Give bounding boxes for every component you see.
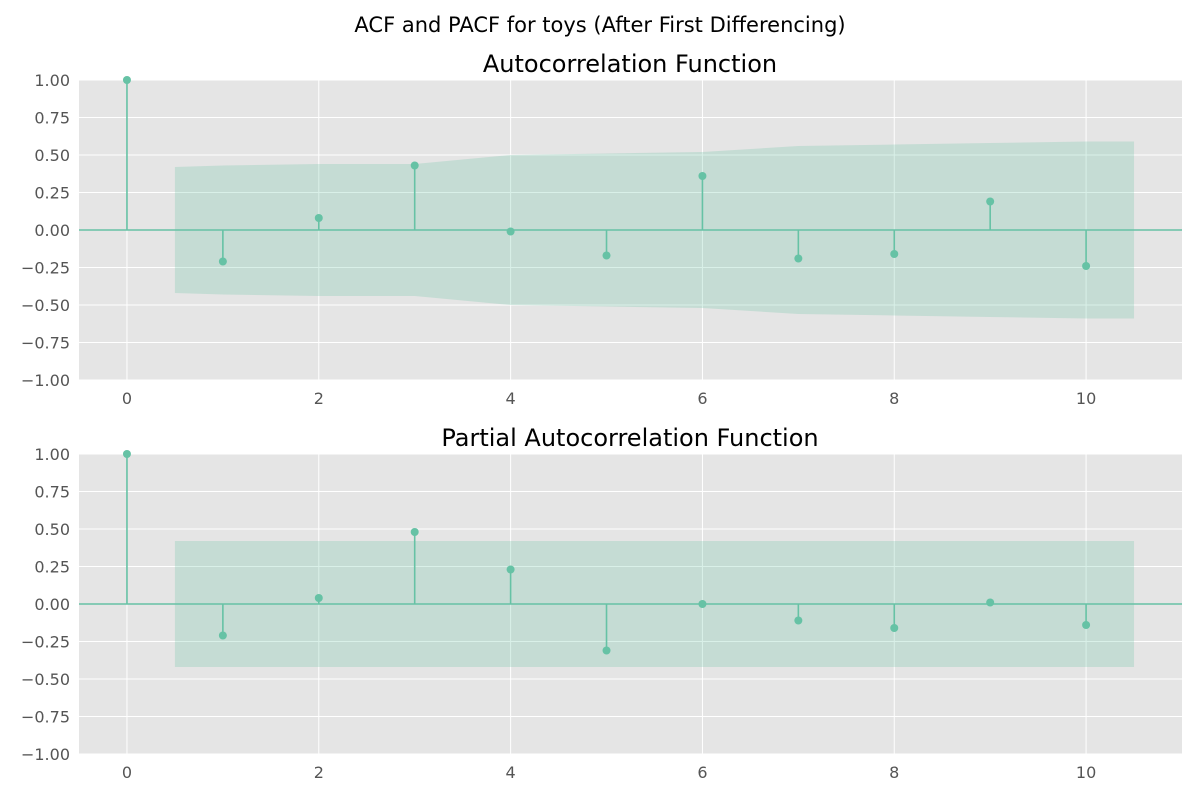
acf-x-tick-label: 6 [697,389,707,408]
pacf-point-lag-2 [314,594,323,602]
pacf-x-tick-label: 8 [889,763,899,782]
pacf-title: Partial Autocorrelation Function [441,424,818,452]
acf-y-tick-label: 0.00 [34,221,70,240]
acf-point-lag-0 [122,76,131,84]
pacf-point-lag-1 [218,631,227,640]
acf-y-tick-label: 1.00 [34,71,70,90]
pacf-x-tick-label: 10 [1076,763,1096,782]
acf-y-tick-label: 0.50 [34,146,70,165]
pacf-x-tick-label: 6 [697,763,707,782]
pacf-y-tick-label: −1.00 [21,745,70,764]
pacf-point-lag-6 [698,600,707,608]
pacf-point-lag-3 [410,528,419,536]
acf-y-tick-label: 0.75 [34,109,70,128]
pacf-y-tick-label: −0.25 [21,633,70,652]
pacf-y-tick-label: −0.75 [21,708,70,727]
acf-x-tick-label: 2 [314,389,324,408]
acf-point-lag-2 [314,214,323,222]
pacf-y-tick-label: 0.25 [34,558,70,577]
pacf-point-lag-4 [506,565,515,574]
figure-title: ACF and PACF for toys (After First Diffe… [354,13,845,37]
acf-y-tick-label: −1.00 [21,371,70,390]
acf-y-tick-label: −0.75 [21,334,70,353]
acf-x-tick-label: 10 [1076,389,1096,408]
pacf-point-lag-7 [794,616,803,625]
pacf-point-lag-5 [602,646,611,655]
pacf-point-lag-0 [122,450,131,458]
acf-point-lag-4 [506,227,515,236]
acf-point-lag-6 [698,172,707,180]
pacf-point-lag-8 [890,624,899,632]
pacf-point-lag-10 [1082,621,1091,629]
acf-y-tick-label: −0.25 [21,259,70,278]
acf-title: Autocorrelation Function [483,50,777,78]
acf-point-lag-3 [410,161,419,170]
pacf-panel: 0 2 4 6 8 10 −1.00 −0.75 −0.50 −0.25 0.00 0.25 0.50 0… [21,424,1182,782]
pacf-y-tick-label: 1.00 [34,445,70,464]
acf-point-lag-1 [218,257,227,266]
acf-y-tick-label: −0.50 [21,296,70,315]
acf-panel: 0 2 4 6 8 10 −1.00 −0.75 −0.50 −0.25 0.00 0.25 0.50 0… [21,50,1182,408]
pacf-y-tick-label: 0.50 [34,520,70,539]
pacf-x-tick-label: 0 [122,763,132,782]
pacf-y-tick-label: 0.75 [34,483,70,502]
acf-point-lag-9 [986,197,995,206]
pacf-x-tick-label: 4 [506,763,516,782]
pacf-y-tick-label: −0.50 [21,670,70,689]
acf-point-lag-10 [1082,262,1091,270]
acf-x-tick-label: 0 [122,389,132,408]
acf-point-lag-8 [890,250,899,258]
pacf-point-lag-9 [986,598,995,607]
acf-point-lag-7 [794,254,803,263]
acf-point-lag-5 [602,251,611,260]
acf-y-tick-label: 0.25 [34,184,70,203]
pacf-x-tick-label: 2 [314,763,324,782]
pacf-y-tick-label: 0.00 [34,595,70,614]
acf-x-tick-label: 8 [889,389,899,408]
acf-x-tick-label: 4 [506,389,516,408]
